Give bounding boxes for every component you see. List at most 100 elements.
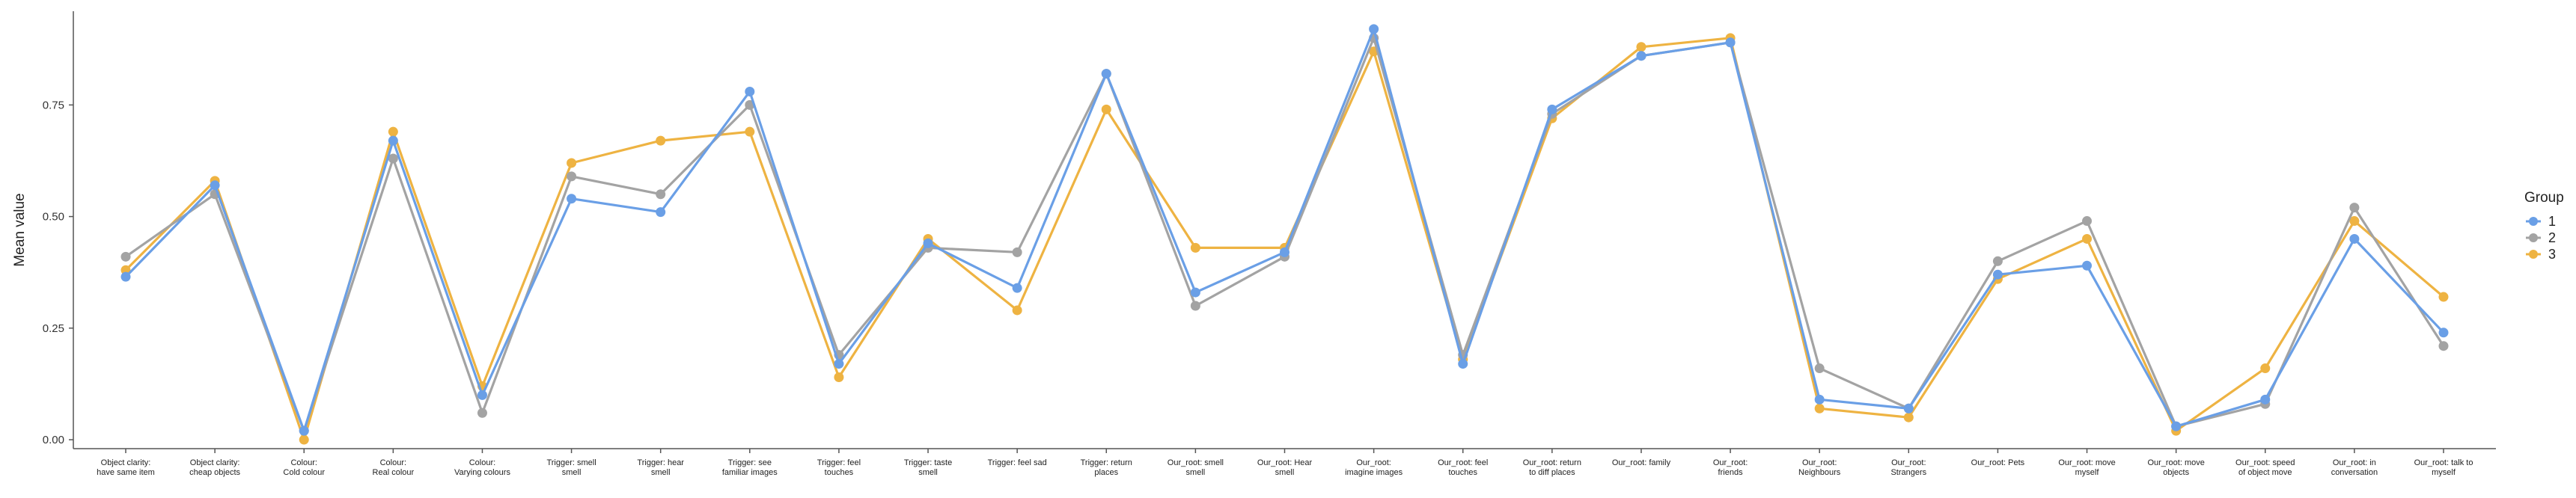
data-point (1903, 403, 1914, 414)
data-point (2349, 203, 2360, 213)
data-point (1636, 51, 1646, 61)
data-point (2438, 341, 2449, 351)
legend-key-dot (2529, 233, 2538, 242)
data-point (923, 238, 933, 248)
x-tick-label-line: Our_root: return (1523, 458, 1581, 467)
data-point (1190, 301, 1200, 311)
x-tick-label: Object clarity: cheap objects (189, 458, 240, 477)
x-tick-label: Colour: Varying colours (454, 458, 510, 477)
legend-key-dot (2529, 250, 2538, 259)
x-tick-label-line: Strangers (1890, 468, 1926, 477)
legend-label: 1 (2548, 214, 2556, 229)
data-point (567, 194, 577, 204)
series-3 (120, 33, 2449, 445)
x-tick-label: Trigger: smell smell (546, 458, 596, 477)
x-tick-label: Trigger: hear smell (637, 458, 684, 477)
x-tick-label-line: Trigger: taste (904, 458, 952, 467)
x-tick-label-line: Our_root: move (2147, 458, 2204, 467)
x-tick-label-line: Our_root: (1891, 458, 1926, 467)
data-point (745, 126, 755, 137)
x-tick-label: Our_root: return to diff places (1523, 458, 1581, 477)
data-point (2260, 363, 2271, 374)
x-tick-label-line: conversation (2331, 468, 2378, 477)
x-tick-label: Our_root: Pets (1971, 458, 2025, 467)
data-point (120, 251, 131, 262)
x-tick-label-line: Trigger: return (1081, 458, 1132, 467)
y-tick-label: 0.00 (43, 434, 64, 446)
series-layer (120, 24, 2449, 445)
data-point (2349, 233, 2360, 244)
x-tick-label-line: Colour: (380, 458, 406, 467)
data-point (1814, 363, 1825, 374)
legend-label: 2 (2548, 230, 2556, 245)
data-point (1101, 69, 1111, 79)
x-tick-label-line: Neighbours (1798, 468, 1841, 477)
x-tick-label-line: Trigger: hear (637, 458, 684, 467)
x-tick-label: Our_root: talk to myself (2414, 458, 2473, 477)
x-tick-label: Our_root: friends (1713, 458, 1748, 477)
legend-label: 3 (2548, 247, 2556, 262)
data-point (834, 372, 844, 382)
data-point (1547, 104, 1557, 114)
x-tick-label-line: Our_root: Pets (1971, 458, 2025, 467)
x-tick-label-line: of object move (2238, 468, 2292, 477)
data-point (2082, 233, 2093, 244)
data-point (2349, 216, 2360, 227)
data-point (1369, 24, 1379, 34)
data-point (120, 265, 131, 275)
data-point (834, 359, 844, 369)
x-tick-label: Colour: Cold colour (283, 458, 325, 477)
data-point (388, 126, 398, 137)
x-tick-label-line: Trigger: smell (546, 458, 596, 467)
data-point (656, 189, 666, 200)
x-tick-label: Our_root: speed of object move (2235, 458, 2295, 477)
x-tick-label-line: Our_root: (1356, 458, 1391, 467)
x-tick-label-line: Colour: (290, 458, 317, 467)
x-tick-label-line: smell (918, 468, 938, 477)
series-1 (120, 24, 2449, 436)
data-point (2438, 292, 2449, 302)
data-point (1814, 394, 1825, 405)
data-point (210, 180, 220, 191)
x-tick-label: Trigger: see familiar images (722, 458, 778, 477)
data-point (477, 408, 487, 418)
legend-key-dot (2529, 217, 2538, 226)
data-point (567, 158, 577, 168)
x-tick-label-line: smell (1275, 468, 1295, 477)
x-tick-label-line: myself (2432, 468, 2456, 477)
x-tick-label-line: Trigger: feel (817, 458, 861, 467)
series-2 (120, 33, 2449, 436)
series-line (124, 28, 2445, 432)
x-tick-label: Our_root: Strangers (1890, 458, 1926, 477)
x-tick-label: Trigger: feel sad (988, 458, 1047, 467)
y-axis-title: Mean value (12, 193, 28, 266)
data-point (1458, 359, 1468, 369)
legend-title: Group (2524, 190, 2564, 206)
legend: Group 12 3 (2524, 190, 2564, 262)
data-point (1190, 287, 1200, 298)
x-tick-label: Our_root: imagine images (1345, 458, 1403, 477)
x-tick-label-line: Our_root: family (1612, 458, 1671, 467)
data-point (299, 434, 309, 445)
x-tick-label-line: Object clarity: (190, 458, 240, 467)
x-tick-label-line: Our_root: Hear (1257, 458, 1313, 467)
data-point (1903, 412, 1914, 422)
x-tick-label-line: Our_root: talk to (2414, 458, 2473, 467)
x-tick-label-line: to diff places (1529, 468, 1575, 477)
data-point (2438, 328, 2449, 338)
x-tick-label: Our_root: feel touches (1438, 458, 1488, 477)
data-point (2171, 421, 2182, 431)
x-tick-label: Trigger: return places (1081, 458, 1132, 477)
x-tick-label-line: Our_root: move (2058, 458, 2115, 467)
x-tick-label: Object clarity: have same item (97, 458, 155, 477)
x-tick-label-line: smell (651, 468, 671, 477)
data-point (656, 207, 666, 218)
x-tick-label: Colour: Real colour (373, 458, 415, 477)
x-tick-label-line: Our_root: in (2333, 458, 2376, 467)
x-tick-label: Trigger: feel touches (817, 458, 861, 477)
x-tick-label-line: Object clarity: (101, 458, 151, 467)
x-tick-label-line: smell (562, 468, 582, 477)
x-tick-label-line: Our_root: smell (1168, 458, 1224, 467)
data-point (1992, 269, 2003, 280)
